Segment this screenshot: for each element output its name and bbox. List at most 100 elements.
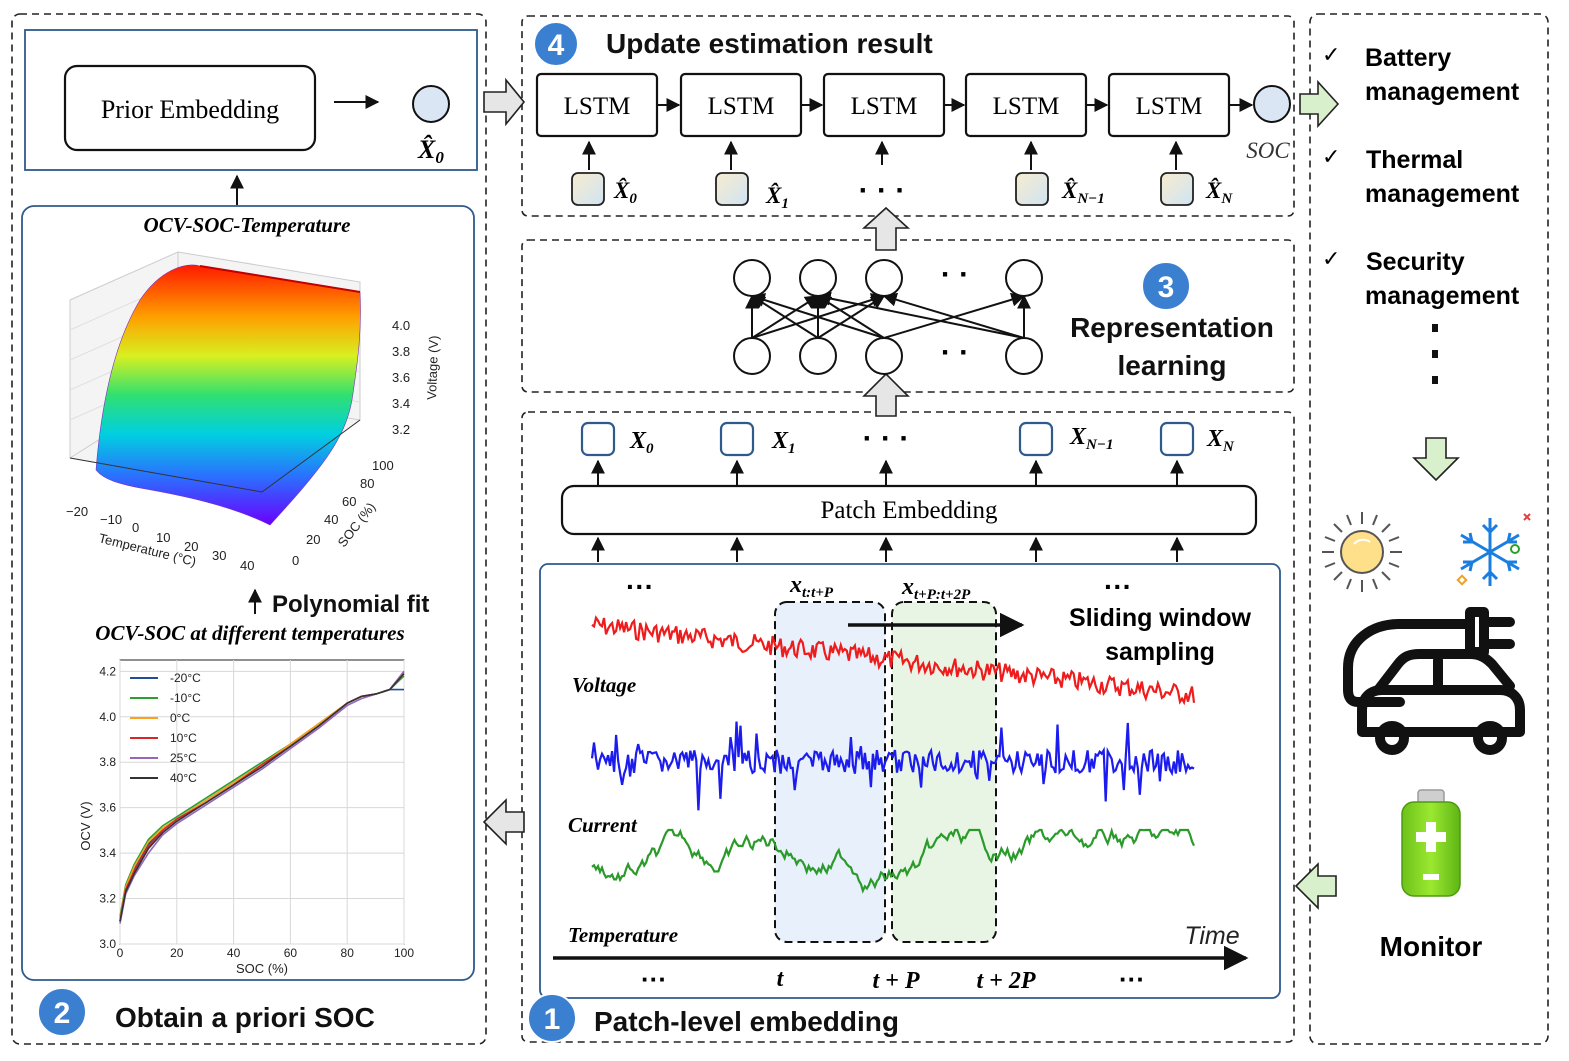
badge-1-number: 1 (544, 1003, 561, 1036)
ocv-soc-chart: 0 20 40 60 80 100 3.0 3.2 3.4 3.6 3.8 4.0 4.2 -20°C… (99, 659, 414, 960)
lstm-label: LSTM (564, 93, 631, 120)
y-tick-label: 4.2 (99, 664, 116, 678)
patch-token (1018, 421, 1054, 457)
y-tick-label: 3.4 (99, 846, 116, 860)
svg-text:40: 40 (324, 512, 338, 527)
management-item: management (1365, 282, 1520, 310)
management-list: ✓ Battery management ✓ Thermal managemen… (1322, 42, 1520, 384)
prior-embedding-box (63, 64, 317, 152)
legend-label: 0°C (170, 711, 190, 725)
monitor-label: Monitor (1380, 931, 1483, 962)
y-tick-label: 3.0 (99, 937, 116, 951)
token-label: X1 (771, 428, 796, 457)
svg-text:0: 0 (292, 553, 299, 568)
x-tick-label: 40 (227, 946, 241, 960)
management-item: management (1365, 180, 1520, 208)
badge-1 (527, 993, 577, 1043)
nn-node (799, 259, 837, 297)
legend-label: 40°C (170, 771, 197, 785)
left-panel (11, 13, 487, 1045)
signal-ellipsis: ··· (626, 571, 654, 602)
block-arrows (482, 77, 1460, 910)
prior-embedding-label: Prior Embedding (101, 95, 279, 124)
voltage-signal (591, 615, 1196, 706)
nn-node (865, 337, 903, 375)
input-token (571, 172, 605, 206)
patch-panel (521, 411, 1295, 1043)
time-tick: ··· (641, 964, 667, 994)
svg-text:3.6: 3.6 (392, 370, 410, 385)
patch-embedding-box (560, 484, 1258, 536)
badge-3 (1141, 261, 1191, 311)
input-label: X̂N (1205, 177, 1233, 207)
patch-embedding-label: Patch Embedding (820, 497, 998, 524)
voltage-label: Voltage (572, 673, 636, 697)
battery-icon (1401, 789, 1461, 897)
nn-ellipsis: · · (941, 336, 969, 369)
legend-label: -10°C (170, 691, 201, 705)
svg-text:20: 20 (306, 532, 320, 547)
time-tick: t + 2P (976, 968, 1035, 994)
right-panel (1309, 13, 1549, 1045)
nn-node (1005, 337, 1043, 375)
time-tick: t (777, 966, 785, 992)
check-icon: ✓ (1322, 42, 1340, 67)
x-tick-label: 100 (394, 946, 414, 960)
input-label: X̂1 (765, 182, 789, 212)
patch-token (1159, 421, 1195, 457)
nn-node (733, 259, 771, 297)
embedding-input-arrows (591, 536, 1184, 562)
y-tick-label: 3.2 (99, 892, 116, 906)
surface-plot (69, 251, 361, 526)
svg-text:0: 0 (132, 520, 139, 535)
current-signal (590, 721, 1195, 811)
y-tick-label: 3.8 (99, 755, 116, 769)
ev-car-icon (1343, 607, 1525, 755)
svg-text:80: 80 (360, 476, 374, 491)
management-item: Battery (1365, 44, 1451, 72)
soc-output-label: SOC (1246, 138, 1290, 163)
token-label: XN−1 (1069, 424, 1113, 453)
nn-ellipsis: · · (941, 258, 969, 291)
lstm-ellipsis: · · · (859, 174, 906, 207)
surface-y-ticks: 0 20 40 60 80 100 (292, 458, 394, 568)
management-item: Security (1366, 248, 1465, 276)
prior-output-node (412, 85, 450, 123)
snowflake-icon (1456, 513, 1531, 586)
lstm-panel (521, 15, 1295, 217)
sliding-label-2: sampling (1105, 638, 1215, 666)
nn-edge (882, 292, 1025, 339)
nn-node (865, 259, 903, 297)
time-label: Time (1184, 922, 1239, 950)
window-2 (891, 601, 997, 943)
signal-ellipsis: ··· (1104, 571, 1132, 602)
input-label: X̂N−1 (1061, 177, 1105, 207)
temperature-signal (591, 827, 1195, 894)
patch-token (719, 421, 755, 457)
svg-text:30: 30 (212, 548, 226, 563)
patch-tokens: X0 X1 · · · XN−1 XN (580, 421, 1235, 486)
section-1-title: Patch-level embedding (594, 1006, 899, 1037)
nn-node (1005, 259, 1043, 297)
sun-icon (1322, 512, 1402, 592)
section-2-title: Obtain a priori SOC (115, 1002, 375, 1033)
representation-panel (521, 239, 1295, 393)
badge-2 (37, 987, 87, 1037)
svg-text:60: 60 (342, 494, 356, 509)
time-tick: ··· (1119, 964, 1145, 994)
input-token (1160, 172, 1194, 206)
surface-title: OCV-SOC-Temperature (144, 213, 351, 237)
prior-output-label: X̂0 (417, 135, 444, 167)
svg-text:−10: −10 (100, 512, 122, 527)
badge-4 (533, 21, 579, 67)
legend-label: 25°C (170, 751, 197, 765)
chart-ylabel: OCV (V) (78, 801, 93, 850)
y-tick-label: 4.0 (99, 710, 116, 724)
lstm-chain: LSTM LSTM LSTM LSTM LSTM SOC X̂0 X̂1 · ·… (535, 72, 1291, 212)
section-3-title: Representation (1070, 312, 1274, 343)
surface-x-ticks: −20 −10 0 10 20 30 40 (66, 504, 254, 573)
legend-label: -20°C (170, 671, 201, 685)
nn-node (799, 337, 837, 375)
